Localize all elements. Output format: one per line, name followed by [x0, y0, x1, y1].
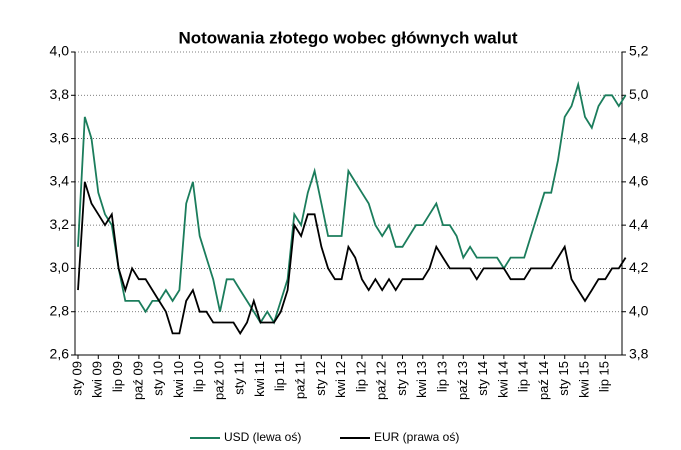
y-tick-label: 2,6: [50, 346, 70, 362]
y2-tick-label: 4,2: [629, 259, 649, 275]
y2-tick-label: 4,0: [629, 302, 649, 318]
y-tick-label: 4,0: [50, 43, 70, 59]
x-tick-label: kwi 15: [576, 361, 591, 398]
y-tick-label: 3,8: [50, 86, 70, 102]
x-tick-label: sty 09: [69, 361, 84, 396]
x-tick-label: sty 11: [232, 361, 247, 395]
x-tick-label: lip 11: [272, 361, 287, 391]
x-tick-label: sty 14: [475, 361, 490, 396]
x-tick-label: paź 09: [130, 361, 145, 400]
chart-title: Notowania złotego wobec głównych walut: [178, 28, 517, 47]
y-tick-label: 2,8: [50, 302, 70, 318]
x-tick-label: kwi 12: [333, 361, 348, 398]
x-tick-label: kwi 14: [495, 361, 510, 398]
y2-tick-label: 4,6: [629, 173, 649, 189]
y2-tick-label: 3,8: [629, 346, 649, 362]
x-tick-label: kwi 10: [171, 361, 186, 398]
x-tick-label: sty 12: [313, 361, 328, 396]
x-tick-label: kwi 11: [252, 361, 267, 397]
x-tick-label: paź 14: [536, 361, 551, 400]
y2-tick-label: 5,2: [629, 43, 649, 59]
x-tick-label: kwi 13: [414, 361, 429, 398]
x-tick-label: paź 12: [374, 361, 389, 400]
x-tick-label: sty 15: [556, 361, 571, 396]
x-tick-label: paź 11: [293, 361, 308, 399]
x-tick-label: lip 12: [353, 361, 368, 392]
series-line: [77, 181, 627, 336]
x-tick-label: lip 14: [516, 361, 531, 392]
x-tick-label: lip 10: [191, 361, 206, 392]
series-line: [77, 80, 627, 325]
y2-tick-label: 5,0: [629, 86, 649, 102]
x-tick-label: sty 10: [151, 361, 166, 396]
x-tick-label: lip 13: [434, 361, 449, 392]
x-tick-label: paź 10: [211, 361, 226, 400]
x-tick-label: lip 15: [597, 361, 612, 392]
y2-tick-label: 4,8: [629, 129, 649, 145]
x-tick-label: sty 13: [394, 361, 409, 396]
x-tick-label: kwi 09: [90, 361, 105, 398]
y2-tick-label: 4,4: [629, 216, 649, 232]
x-tick-label: paź 13: [455, 361, 470, 400]
legend-label: USD (lewa oś): [224, 430, 301, 444]
y-tick-label: 3,2: [50, 216, 70, 232]
y-tick-label: 3,0: [50, 259, 70, 275]
legend-label: EUR (prawa oś): [374, 430, 459, 444]
x-tick-label: lip 09: [110, 361, 125, 392]
y-tick-label: 3,4: [50, 173, 70, 189]
y-tick-label: 3,6: [50, 129, 70, 145]
